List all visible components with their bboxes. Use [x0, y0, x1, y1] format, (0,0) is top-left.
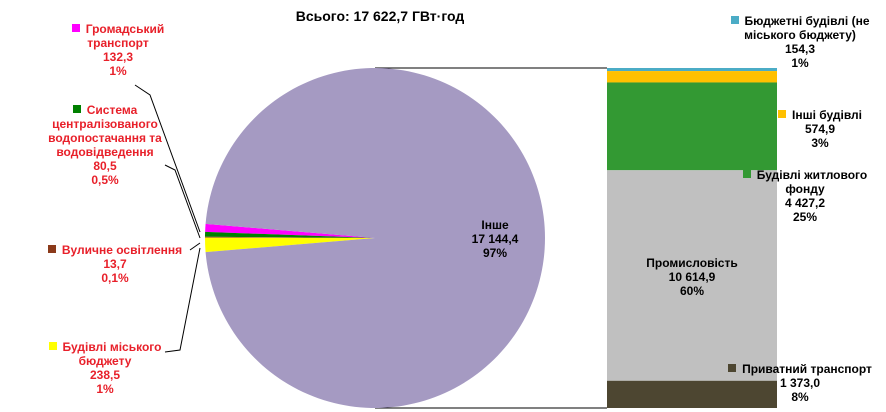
legend-swatch: [742, 170, 751, 178]
label-percent: 25%: [792, 210, 818, 224]
label-text: Громадський транспорт: [85, 22, 165, 50]
leader-line: [134, 84, 201, 233]
label-text: Інше: [481, 218, 509, 232]
data-label: Будівлі житлового фонду 4 427,2 25%: [730, 168, 880, 224]
leader-line: [164, 164, 201, 239]
leader-line: [164, 247, 201, 353]
data-label: Приватний транспорт 1 373,0 8%: [710, 362, 886, 404]
data-label: Промисловість 10 614,9 60%: [632, 256, 752, 298]
pie-slice: [204, 236, 375, 238]
label-percent: 60%: [679, 284, 705, 298]
label-value: 238,5: [89, 368, 121, 382]
label-name: Вуличне освітлення: [30, 243, 200, 257]
label-name: Бюджетні будівлі (не міського бюджету): [715, 14, 885, 42]
label-name: Громадський транспорт: [58, 22, 178, 50]
label-text: Приватний транспорт: [742, 362, 872, 376]
label-name: Будівлі житлового фонду: [730, 168, 880, 196]
legend-swatch: [47, 245, 56, 253]
pie-slice: [205, 68, 545, 409]
legend-swatch: [728, 364, 737, 372]
pie-slice: [205, 231, 375, 238]
label-name: Будівлі міського бюджету: [25, 340, 185, 368]
label-percent: 97%: [482, 246, 508, 260]
label-value: 132,3: [102, 50, 134, 64]
label-name: Інші будівлі: [770, 108, 870, 122]
label-value: 4 427,2: [784, 196, 826, 210]
label-name: Приватний транспорт: [710, 362, 886, 376]
label-text: Промисловість: [646, 256, 738, 270]
label-percent: 0,1%: [101, 271, 129, 285]
label-value: 574,9: [804, 122, 836, 136]
label-value: 10 614,9: [668, 270, 716, 284]
label-name: Інше: [445, 218, 545, 232]
label-text: Система централізованого водопостачання …: [48, 103, 162, 159]
data-label: Бюджетні будівлі (не міського бюджету) 15…: [715, 14, 885, 70]
label-text: Бюджетні будівлі (не міського бюджету): [744, 14, 870, 42]
legend-swatch: [777, 110, 786, 118]
data-label: Інші будівлі 574,9 3%: [770, 108, 870, 150]
label-percent: 3%: [811, 136, 829, 150]
label-percent: 8%: [791, 390, 809, 404]
data-label: Інше 17 144,4 97%: [445, 218, 545, 260]
pie-slice: [204, 237, 375, 253]
chart-title: Всього: 17 622,7 ГВт·год: [295, 8, 465, 24]
leader-line: [189, 242, 201, 251]
data-label: Система централізованого водопостачання …: [20, 103, 190, 187]
data-label: Будівлі міського бюджету 238,5 1%: [25, 340, 185, 396]
label-name: Система централізованого водопостачання …: [20, 103, 190, 159]
label-name: Промисловість: [632, 256, 752, 270]
bar-segment: [607, 71, 777, 83]
label-value: 1 373,0: [779, 376, 821, 390]
label-percent: 1%: [96, 382, 114, 396]
label-text: Вуличне освітлення: [61, 243, 183, 257]
bar-segment: [607, 170, 777, 381]
bar-segment: [607, 68, 777, 72]
pie-slice: [205, 223, 375, 238]
label-value: 17 144,4: [471, 232, 519, 246]
legend-swatch: [72, 105, 81, 113]
data-label: Громадський транспорт 132,3 1%: [58, 22, 178, 78]
label-value: 154,3: [784, 42, 816, 56]
label-value: 13,7: [103, 257, 127, 271]
legend-swatch: [71, 24, 80, 32]
label-percent: 0,5%: [91, 173, 119, 187]
data-label: Вуличне освітлення 13,7 0,1%: [30, 243, 200, 285]
label-value: 80,5: [93, 159, 117, 173]
label-percent: 1%: [109, 64, 127, 78]
bar-segment: [607, 82, 777, 171]
label-text: Інші будівлі: [791, 108, 862, 122]
bar-segment: [607, 380, 777, 408]
label-text: Будівлі міського бюджету: [62, 340, 162, 368]
legend-swatch: [48, 342, 57, 350]
label-text: Будівлі житлового фонду: [756, 168, 868, 196]
label-percent: 1%: [791, 56, 809, 70]
legend-swatch: [730, 16, 739, 24]
